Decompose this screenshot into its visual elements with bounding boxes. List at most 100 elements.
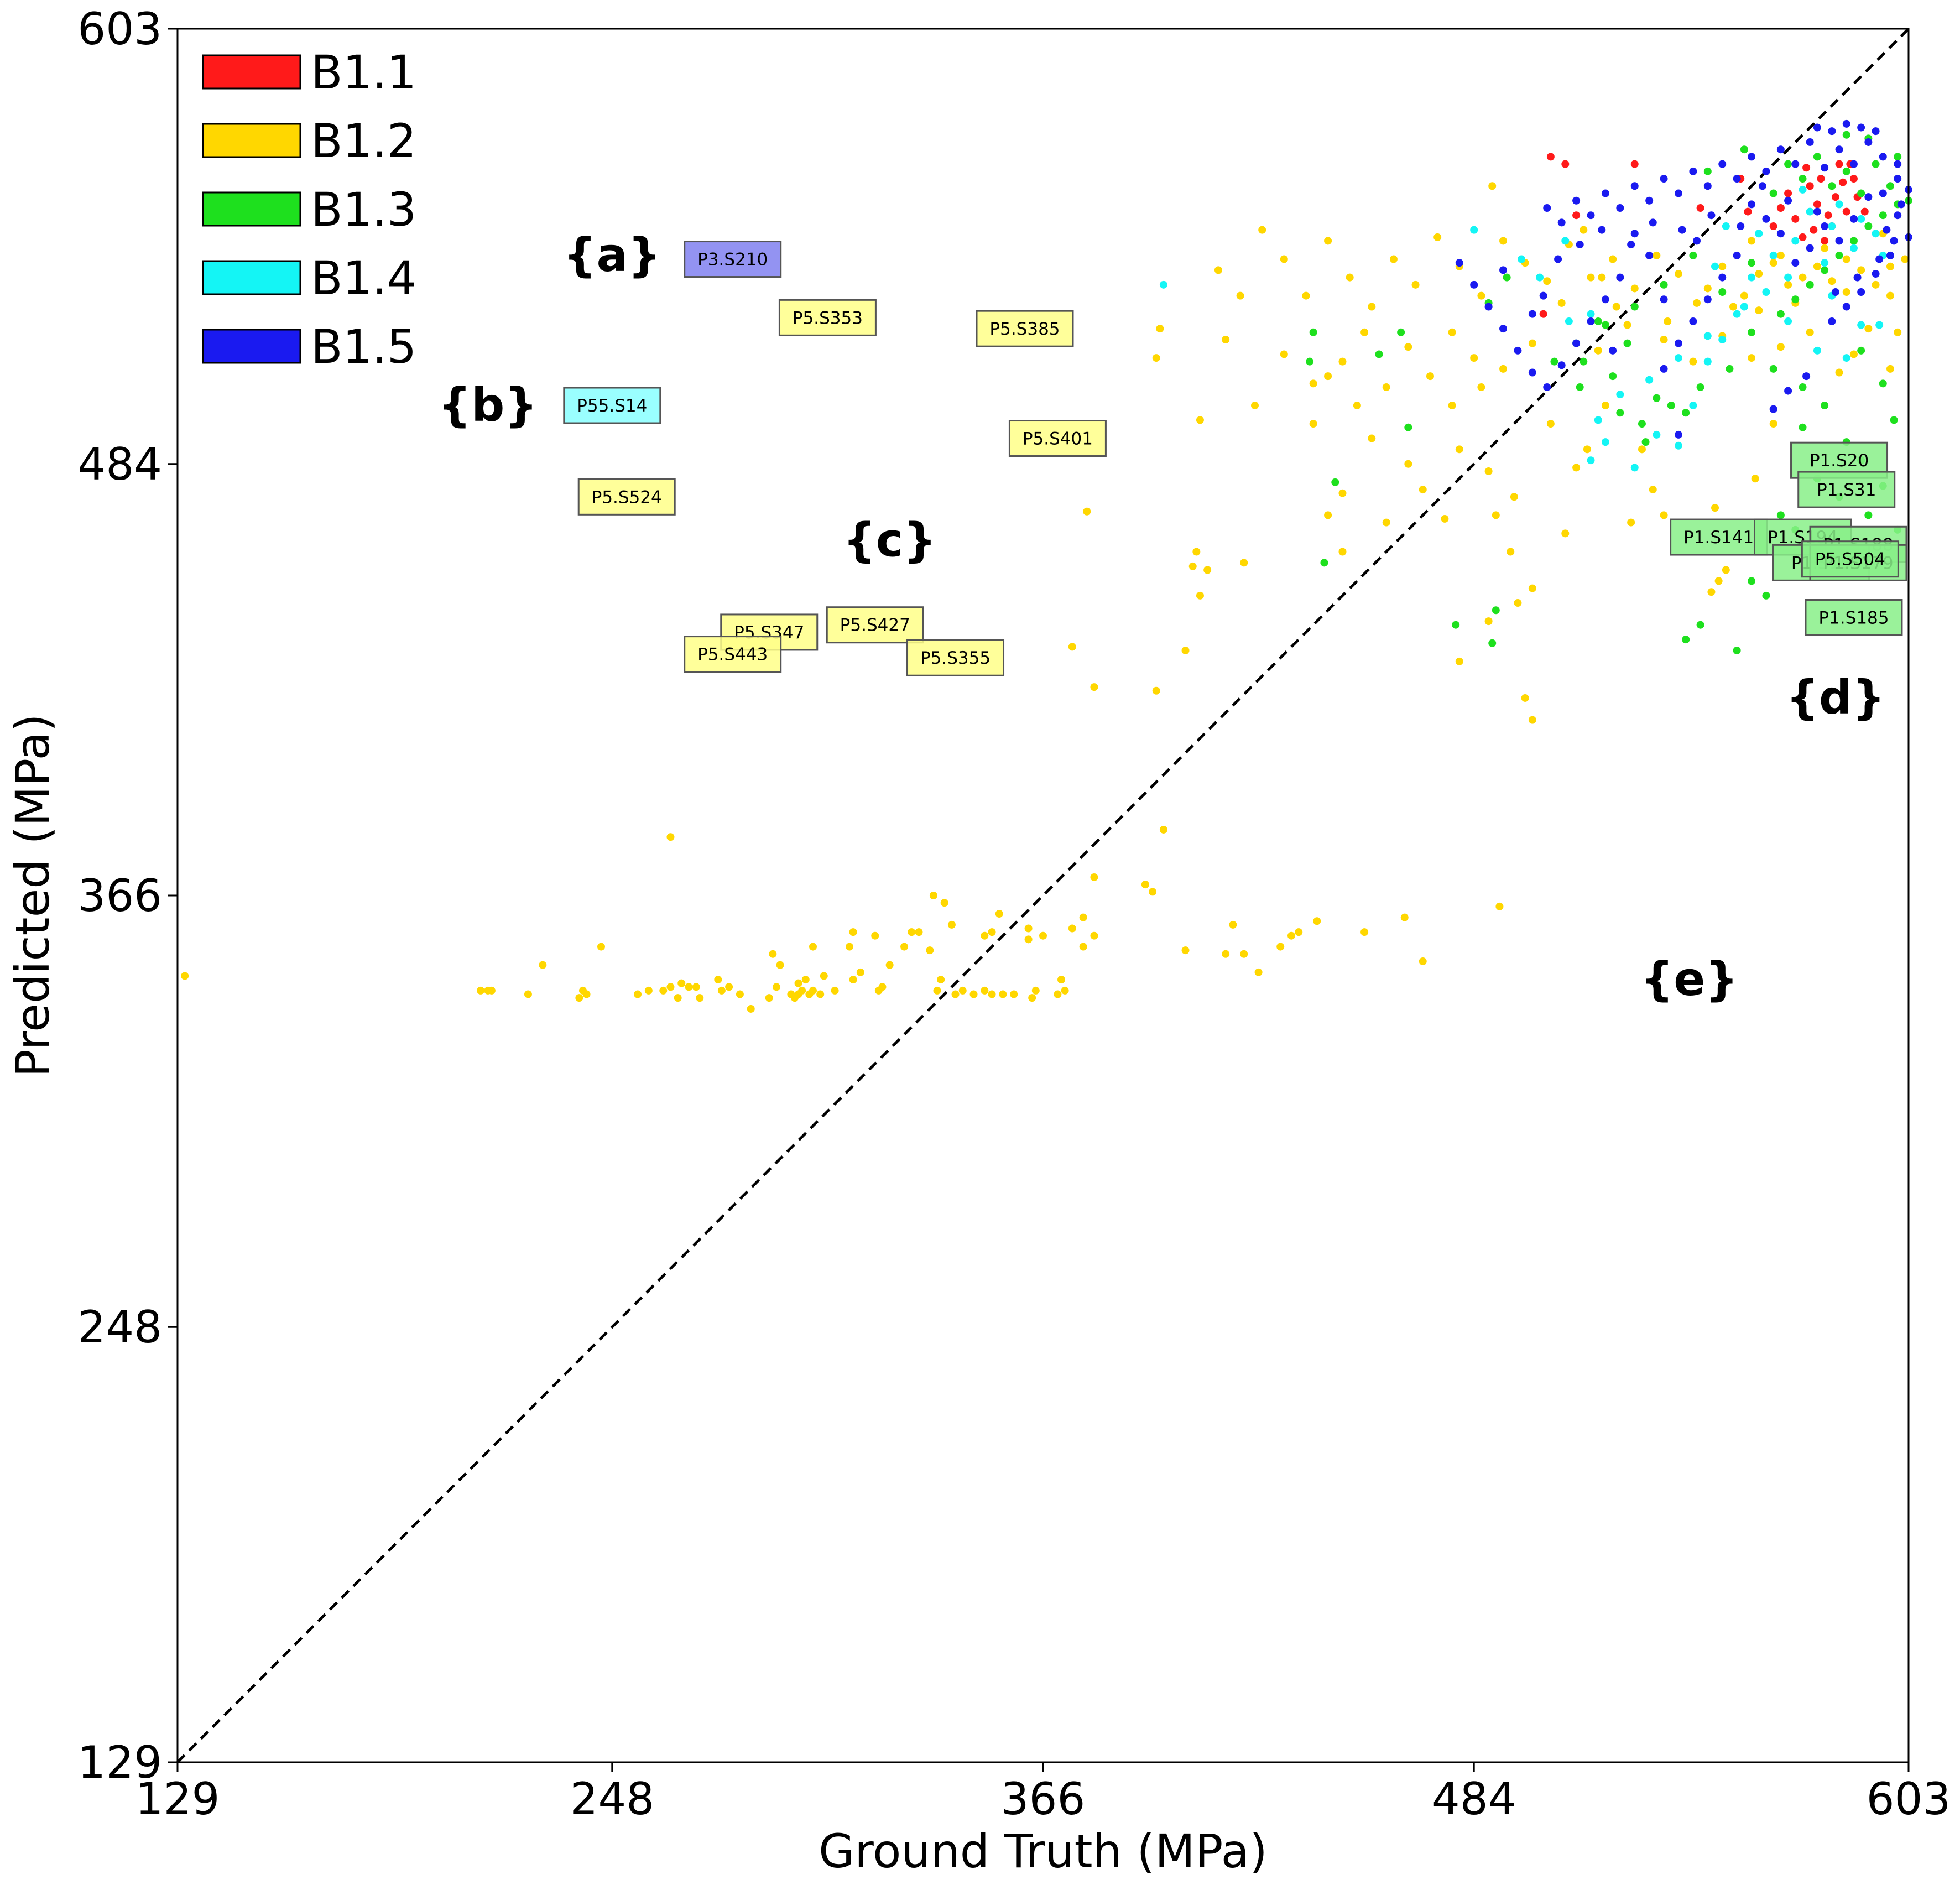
data-point (1674, 354, 1682, 362)
data-point (1762, 591, 1770, 600)
data-point (1601, 189, 1609, 197)
data-point (1419, 957, 1427, 966)
data-point (1616, 409, 1624, 417)
data-point (1784, 280, 1792, 289)
data-point (908, 928, 916, 936)
data-point (1557, 218, 1566, 227)
data-point (1748, 354, 1756, 362)
data-point (1313, 917, 1321, 925)
data-point (1799, 185, 1807, 194)
data-point (1806, 138, 1814, 146)
data-point (1188, 562, 1197, 570)
data-point (1740, 303, 1748, 311)
data-point (1152, 354, 1160, 362)
data-point (1839, 178, 1847, 186)
data-point (1583, 445, 1591, 454)
data-point (1769, 259, 1777, 267)
series-b1-4 (1159, 185, 1887, 472)
data-point (1638, 445, 1646, 454)
data-point (1518, 255, 1526, 263)
data-point (1799, 273, 1807, 282)
y-tick-label: 248 (77, 1301, 162, 1353)
data-point (677, 979, 686, 987)
data-point (1729, 303, 1738, 311)
data-point (1576, 241, 1584, 249)
data-point (1842, 131, 1850, 139)
data-point (1849, 237, 1858, 245)
data-point (900, 943, 909, 951)
data-point (1696, 621, 1704, 629)
data-point (1821, 222, 1829, 231)
data-point (1755, 269, 1763, 278)
data-point (1250, 402, 1259, 410)
sample-annotation: P3.S210 (684, 241, 782, 278)
data-point (1828, 127, 1836, 136)
data-point (1890, 416, 1898, 424)
annotation-box (826, 606, 924, 644)
data-point (1875, 255, 1884, 263)
data-point (1864, 325, 1873, 333)
data-point (575, 994, 583, 1002)
data-point (484, 986, 492, 995)
data-point (1689, 167, 1697, 175)
data-point (1776, 511, 1785, 519)
annotation-box (778, 299, 877, 336)
data-point (849, 976, 857, 984)
data-point (1601, 402, 1609, 410)
data-point (1762, 167, 1770, 175)
data-point (1674, 189, 1682, 197)
x-tick-label: 366 (1001, 1773, 1086, 1825)
data-point (1776, 204, 1785, 212)
data-point (1484, 617, 1493, 626)
data-point (1791, 215, 1800, 223)
data-point (1594, 346, 1602, 355)
data-point (1849, 175, 1858, 183)
x-tick-label: 129 (135, 1773, 220, 1825)
annotation-box (577, 478, 676, 516)
data-point (1159, 825, 1167, 834)
data-point (1842, 288, 1850, 296)
data-point (1857, 189, 1865, 197)
legend-label: B1.3 (311, 183, 416, 237)
data-point (1397, 328, 1405, 336)
annotation-label: P1.S31 (1817, 480, 1876, 500)
data-point (477, 986, 485, 995)
legend-label: B1.5 (311, 320, 416, 374)
data-point (878, 983, 887, 991)
data-point (1821, 266, 1829, 274)
data-point (1689, 251, 1697, 259)
data-point (1090, 683, 1098, 691)
data-point (1079, 913, 1087, 921)
data-point (1068, 924, 1076, 933)
data-point (1722, 222, 1730, 231)
data-point (1806, 207, 1814, 216)
data-point (1470, 354, 1478, 362)
annotation-box (1801, 540, 1899, 578)
data-point (634, 990, 642, 998)
data-point (1714, 577, 1723, 585)
data-point (1748, 153, 1756, 161)
sample-annotation: P5.S355 (906, 639, 1005, 676)
data-point (1404, 423, 1412, 431)
data-point (1842, 167, 1850, 175)
data-point (1660, 175, 1668, 183)
series-b1-1 (1539, 153, 1869, 318)
data-point (1484, 467, 1493, 476)
data-point (524, 990, 532, 998)
data-point (1561, 160, 1570, 168)
data-point (1864, 222, 1873, 231)
data-point (1152, 686, 1160, 695)
legend-swatch (202, 329, 301, 364)
legend-label: B1.1 (311, 45, 416, 100)
data-point (929, 892, 937, 899)
data-point (1831, 193, 1839, 201)
data-point (1576, 383, 1584, 391)
data-point (1897, 200, 1905, 209)
y-tick-label: 366 (77, 870, 162, 921)
data-point (1057, 976, 1066, 984)
data-point (1258, 226, 1266, 234)
data-point (1842, 119, 1850, 128)
data-point (1894, 153, 1902, 161)
data-point (1821, 237, 1829, 245)
data-point (1703, 332, 1712, 340)
